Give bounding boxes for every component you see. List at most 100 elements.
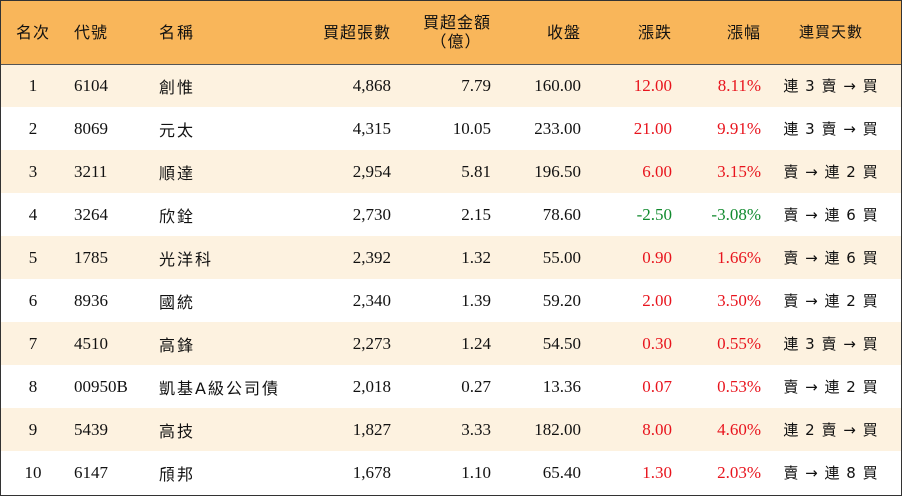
change-pct-cell: 4.60% — [717, 419, 761, 439]
name-cell: 創惟 — [159, 77, 196, 97]
name-cell: 高鋒 — [159, 335, 196, 355]
close-price-cell: 54.50 — [542, 333, 581, 353]
rank-cell: 7 — [28, 333, 38, 353]
change-pct-cell: 3.15% — [717, 161, 761, 181]
buy-amount-cell: 5.81 — [461, 161, 491, 181]
consecutive-days-cell: 賣 → 連 2 買 — [783, 378, 879, 396]
change-cell: 8.00 — [642, 419, 672, 439]
close-price-cell: 196.50 — [534, 161, 581, 181]
consecutive-days-cell: 賣 → 連 6 買 — [783, 206, 879, 224]
name-cell: 元太 — [159, 120, 196, 140]
buy-volume-cell: 1,827 — [352, 419, 391, 439]
change-pct-cell: 3.50% — [717, 290, 761, 310]
header-code: 代號 — [65, 1, 159, 65]
code-cell: 6104 — [74, 75, 108, 95]
table-header-row: 名次 代號 名稱 買超張數 買超金額 （億） 收盤 漲跌 漲幅 連買天數 — [1, 1, 901, 65]
change-pct-cell: 0.53% — [717, 376, 761, 396]
code-cell: 3264 — [74, 204, 108, 224]
consecutive-days-cell: 賣 → 連 2 買 — [783, 163, 879, 181]
rank-cell: 4 — [28, 204, 38, 224]
change-pct-cell: 1.66% — [717, 247, 761, 267]
rank-cell: 9 — [28, 419, 38, 439]
name-cell: 高技 — [159, 421, 196, 441]
name-cell: 頎邦 — [159, 464, 196, 484]
close-price-cell: 160.00 — [534, 75, 581, 95]
buy-volume-cell: 2,273 — [352, 333, 391, 353]
rank-cell: 3 — [28, 161, 38, 181]
name-cell: 國統 — [159, 292, 196, 312]
buy-amount-cell: 1.24 — [461, 333, 491, 353]
code-cell: 4510 — [74, 333, 108, 353]
close-price-cell: 13.36 — [542, 376, 581, 396]
buy-amount-cell: 1.10 — [461, 462, 491, 482]
code-cell: 6147 — [74, 462, 108, 482]
consecutive-days-cell: 連 3 賣 → 買 — [783, 335, 879, 353]
code-cell: 00950B — [74, 376, 128, 396]
change-cell: 1.30 — [642, 462, 672, 482]
buy-volume-cell: 1,678 — [352, 462, 391, 482]
table-row: 2 8069 元太 4,315 10.05 233.00 21.00 9.91% 連 3 賣 →… — [1, 107, 901, 150]
header-name: 名稱 — [159, 1, 304, 65]
buy-volume-cell: 2,340 — [352, 290, 391, 310]
buy-amount-cell: 1.32 — [461, 247, 491, 267]
header-rank: 名次 — [1, 1, 65, 65]
change-cell: 0.90 — [642, 247, 672, 267]
buy-volume-cell: 4,315 — [352, 118, 391, 138]
code-cell: 3211 — [74, 161, 108, 181]
change-cell: 12.00 — [633, 75, 672, 95]
buy-amount-cell: 1.39 — [461, 290, 491, 310]
consecutive-days-cell: 連 3 賣 → 買 — [783, 77, 879, 96]
table-row: 9 5439 高技 1,827 3.33 182.00 8.00 4.60% 連 2 賣 → 買 — [1, 408, 901, 451]
header-buy-amount-line2: （億） — [430, 32, 482, 52]
consecutive-days-cell: 賣 → 連 8 買 — [783, 464, 879, 482]
consecutive-days-cell: 賣 → 連 2 買 — [783, 292, 879, 310]
table-row: 3 3211 順達 2,954 5.81 196.50 6.00 3.15% 賣 → 連 2 買 — [1, 150, 901, 193]
buy-amount-cell: 2.15 — [461, 204, 491, 224]
buy-volume-cell: 4,868 — [352, 75, 391, 95]
change-pct-cell: 9.91% — [717, 118, 761, 138]
buy-volume-cell: 2,018 — [352, 376, 391, 396]
close-price-cell: 65.40 — [542, 462, 581, 482]
header-consecutive-days: 連買天數 — [761, 1, 901, 65]
close-price-cell: 78.60 — [542, 204, 581, 224]
buy-volume-cell: 2,392 — [352, 247, 391, 267]
change-pct-cell: 0.55% — [717, 333, 761, 353]
table-row: 8 00950B 凱基A級公司債 2,018 0.27 13.36 0.07 0.53% 賣 →… — [1, 365, 901, 408]
header-change: 漲跌 — [581, 1, 672, 65]
buy-amount-cell: 0.27 — [461, 376, 491, 396]
code-cell: 1785 — [74, 247, 108, 267]
buy-amount-cell: 3.33 — [461, 419, 491, 439]
rank-cell: 5 — [28, 247, 38, 267]
close-price-cell: 59.20 — [542, 290, 581, 310]
change-cell: -2.50 — [636, 204, 672, 224]
buy-amount-cell: 7.79 — [461, 75, 491, 95]
close-price-cell: 233.00 — [534, 118, 581, 138]
change-pct-cell: 8.11% — [717, 75, 761, 95]
name-cell: 光洋科 — [159, 249, 214, 269]
consecutive-days-cell: 連 3 賣 → 買 — [783, 120, 879, 138]
rank-cell: 10 — [24, 462, 42, 482]
header-buy-amount-line1: 買超金額 — [422, 13, 491, 33]
header-close: 收盤 — [491, 1, 581, 65]
buy-volume-cell: 2,954 — [352, 161, 391, 181]
name-cell: 順達 — [159, 163, 196, 183]
change-pct-cell: -3.08% — [711, 204, 761, 224]
code-cell: 8936 — [74, 290, 108, 310]
table-row: 10 6147 頎邦 1,678 1.10 65.40 1.30 2.03% 賣 → 連 8 買 — [1, 451, 901, 494]
change-pct-cell: 2.03% — [717, 462, 761, 482]
header-buy-amount: 買超金額 （億） — [391, 1, 491, 65]
buy-amount-cell: 10.05 — [452, 118, 491, 138]
consecutive-days-cell: 連 2 賣 → 買 — [783, 421, 879, 439]
code-cell: 8069 — [74, 118, 108, 138]
consecutive-days-cell: 賣 → 連 6 買 — [783, 249, 879, 267]
header-buy-volume: 買超張數 — [304, 1, 391, 65]
table-row: 1 6104 創惟 4,868 7.79 160.00 12.00 8.11% 連 3 賣 → … — [1, 64, 901, 107]
change-cell: 6.00 — [642, 161, 672, 181]
rank-cell: 6 — [28, 290, 38, 310]
rank-cell: 2 — [28, 118, 38, 138]
change-cell: 21.00 — [633, 118, 672, 138]
header-change-pct: 漲幅 — [672, 1, 761, 65]
rank-cell: 8 — [28, 376, 38, 396]
